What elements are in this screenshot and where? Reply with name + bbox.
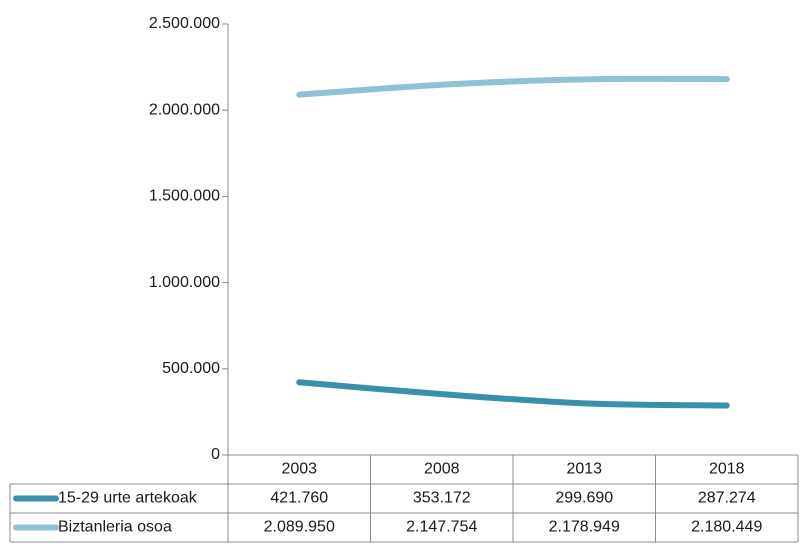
data-table-value: 299.690 [555,490,613,507]
legend-series-name: Biztanleria osoa [58,519,172,536]
data-table-value: 2.180.449 [691,519,762,536]
data-table-value: 2.147.754 [406,519,477,536]
y-tick-label: 2.000.000 [149,101,220,118]
x-category-label: 2008 [424,461,460,478]
y-tick-label: 1.500.000 [149,188,220,205]
y-tick-label: 2.500.000 [149,15,220,32]
data-table-value: 353.172 [413,490,471,507]
data-table-value: 2.089.950 [264,519,335,536]
legend-series-name: 15-29 urte artekoak [58,490,198,507]
series-line-2 [296,75,730,98]
data-table-value: 2.178.949 [549,519,620,536]
x-category-label: 2003 [281,461,317,478]
y-tick-label: 500.000 [162,360,220,377]
data-table-value: 287.274 [698,490,756,507]
series-line-1 [296,379,730,409]
y-tick-label: 1.000.000 [149,274,220,291]
y-tick-label: 0 [211,446,220,463]
data-table-value: 421.760 [270,490,328,507]
x-category-label: 2013 [566,461,602,478]
x-category-label: 2018 [709,461,745,478]
